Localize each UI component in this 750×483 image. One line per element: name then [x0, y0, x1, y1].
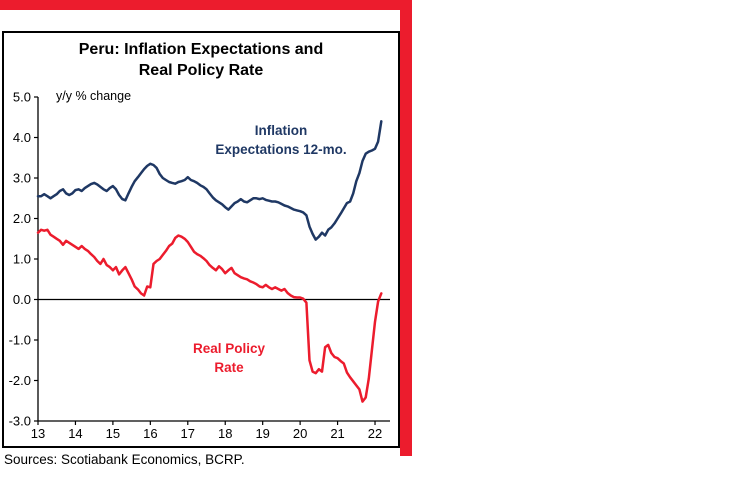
svg-text:0.0: 0.0	[13, 292, 31, 307]
series-label-real-line1: Real Policy	[192, 341, 266, 356]
svg-text:3.0: 3.0	[13, 171, 31, 186]
svg-text:13: 13	[31, 426, 45, 441]
top-accent-bar	[0, 0, 412, 10]
svg-text:5.0: 5.0	[13, 90, 31, 105]
series-label-real-policy-rate: Real Policy Rate	[168, 339, 290, 377]
series-label-inflation-line2: Expectations 12-mo.	[215, 142, 347, 157]
svg-text:20: 20	[293, 426, 307, 441]
svg-text:4.0: 4.0	[13, 130, 31, 145]
chart-frame: Peru: Inflation Expectations and Real Po…	[2, 31, 400, 448]
svg-text:21: 21	[330, 426, 344, 441]
sources-note: Sources: Scotiabank Economics, BCRP.	[4, 452, 245, 467]
chart-title-line1: Peru: Inflation Expectations and	[78, 41, 324, 58]
series-label-real-line2: Rate	[214, 360, 244, 375]
svg-text:1.0: 1.0	[13, 252, 31, 267]
svg-text:2.0: 2.0	[13, 211, 31, 226]
svg-text:-2.0: -2.0	[9, 373, 31, 388]
series-label-inflation-expectations: Inflation Expectations 12-mo.	[174, 121, 388, 159]
svg-text:16: 16	[143, 426, 157, 441]
chart-title-line2: Real Policy Rate	[138, 62, 264, 79]
right-accent-bar	[400, 10, 412, 456]
svg-text:22: 22	[368, 426, 382, 441]
line-chart: 5.0 4.0 3.0 2.0 1.0 0.0 -1.0 -2.0 -3.013 14 15 16 17…	[9, 90, 390, 441]
svg-text:-1.0: -1.0	[9, 333, 31, 348]
svg-text:-3.0: -3.0	[9, 414, 31, 429]
svg-text:18: 18	[218, 426, 232, 441]
svg-text:17: 17	[181, 426, 195, 441]
svg-text:15: 15	[106, 426, 120, 441]
series-label-inflation-line1: Inflation	[254, 123, 308, 138]
svg-text:19: 19	[255, 426, 269, 441]
chart-title: Peru: Inflation Expectations and Real Po…	[4, 39, 398, 81]
svg-text:14: 14	[68, 426, 82, 441]
axis-units-note: y/y % change	[56, 89, 132, 103]
